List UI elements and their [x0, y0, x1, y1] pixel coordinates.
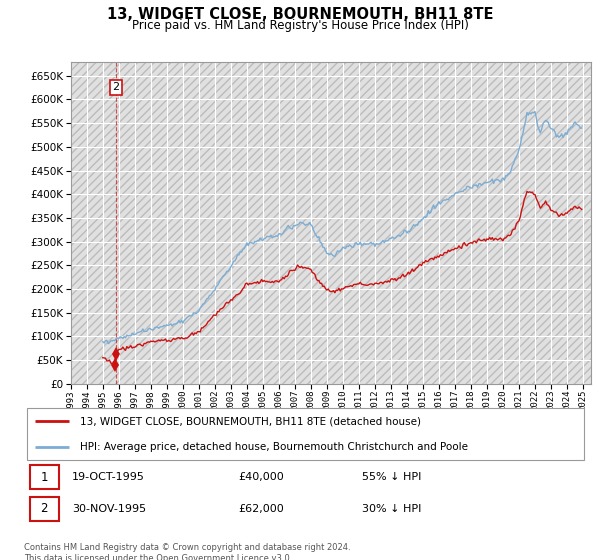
Text: 1: 1 [41, 470, 48, 484]
FancyBboxPatch shape [29, 465, 59, 489]
FancyBboxPatch shape [29, 497, 59, 521]
Text: HPI: Average price, detached house, Bournemouth Christchurch and Poole: HPI: Average price, detached house, Bour… [80, 442, 469, 452]
FancyBboxPatch shape [27, 408, 584, 460]
Text: £40,000: £40,000 [238, 472, 284, 482]
Text: Price paid vs. HM Land Registry's House Price Index (HPI): Price paid vs. HM Land Registry's House … [131, 19, 469, 32]
Bar [71, 62, 591, 384]
Text: 2: 2 [41, 502, 48, 515]
Text: 13, WIDGET CLOSE, BOURNEMOUTH, BH11 8TE (detached house): 13, WIDGET CLOSE, BOURNEMOUTH, BH11 8TE … [80, 416, 421, 426]
Text: 30-NOV-1995: 30-NOV-1995 [72, 504, 146, 514]
Text: 30% ↓ HPI: 30% ↓ HPI [362, 504, 422, 514]
Text: £62,000: £62,000 [238, 504, 284, 514]
Text: 13, WIDGET CLOSE, BOURNEMOUTH, BH11 8TE: 13, WIDGET CLOSE, BOURNEMOUTH, BH11 8TE [107, 7, 493, 22]
Text: 55% ↓ HPI: 55% ↓ HPI [362, 472, 422, 482]
Text: 2: 2 [113, 82, 119, 92]
Text: 19-OCT-1995: 19-OCT-1995 [72, 472, 145, 482]
Text: Contains HM Land Registry data © Crown copyright and database right 2024.
This d: Contains HM Land Registry data © Crown c… [24, 543, 350, 560]
